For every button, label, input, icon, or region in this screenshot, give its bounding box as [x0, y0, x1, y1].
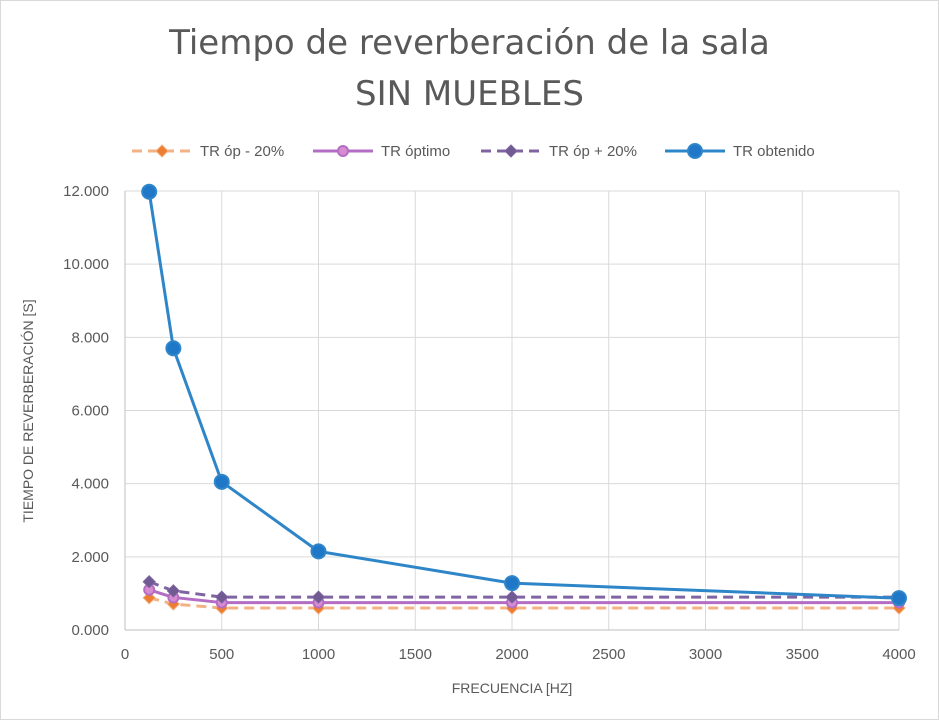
legend-swatch-tr-op-plus-20	[481, 144, 541, 158]
legend-item-tr-op-plus-20: TR óp + 20%	[481, 139, 637, 163]
chart-legend: TR óp - 20% TR óptimo TR óp + 20% TR obt…	[1, 139, 938, 163]
data-point	[311, 590, 326, 604]
x-tick-label: 2500	[592, 646, 625, 663]
x-tick-label: 1000	[302, 646, 335, 663]
x-tick-label: 500	[209, 646, 234, 663]
y-tick-label: 2.000	[71, 549, 109, 566]
data-point	[891, 590, 907, 607]
legend-item-tr-optimo: TR óptimo	[313, 139, 450, 163]
x-axis-title: FRECUENCIA [HZ]	[452, 680, 573, 696]
y-tick-label: 8.000	[71, 329, 109, 346]
y-tick-label: 0.000	[71, 622, 109, 639]
legend-label: TR óp + 20%	[549, 142, 637, 160]
legend-label: TR óptimo	[381, 142, 451, 160]
data-point	[504, 575, 520, 592]
legend-item-tr-obtenido: TR obtenido	[665, 139, 815, 163]
x-tick-label: 4000	[882, 646, 915, 663]
y-axis-title: TIEMPO DE REVERBERACIÓN [S]	[20, 299, 36, 522]
legend-swatch-tr-obtenido	[665, 143, 725, 159]
x-tick-label: 0	[121, 646, 129, 663]
x-tick-label: 2000	[495, 646, 528, 663]
x-tick-label: 3000	[689, 646, 722, 663]
y-tick-label: 4.000	[71, 476, 109, 493]
chart-title: Tiempo de reverberación de la sala	[169, 23, 770, 63]
data-point	[213, 473, 230, 490]
y-tick-label: 10.000	[63, 256, 109, 273]
data-point	[215, 590, 229, 604]
series-line-tr-obtenido	[147, 191, 900, 600]
y-tick-label: 6.000	[71, 403, 109, 420]
data-point	[505, 590, 519, 604]
x-tick-label: 3500	[786, 646, 819, 663]
legend-label: TR óp - 20%	[200, 142, 285, 160]
data-point	[165, 340, 182, 357]
legend-item-tr-op-minus-20: TR óp - 20%	[132, 139, 284, 163]
data-point	[166, 584, 181, 598]
y-tick-label: 12.000	[63, 183, 109, 200]
data-point	[142, 575, 156, 589]
x-tick-label: 1500	[399, 646, 432, 663]
chart-subtitle: SIN MUEBLES	[355, 74, 584, 114]
data-point	[310, 543, 327, 560]
data-point	[141, 183, 158, 200]
legend-swatch-tr-optimo	[313, 145, 373, 157]
legend-swatch-tr-op-minus-20	[132, 144, 192, 158]
legend-label: TR obtenido	[733, 142, 815, 160]
